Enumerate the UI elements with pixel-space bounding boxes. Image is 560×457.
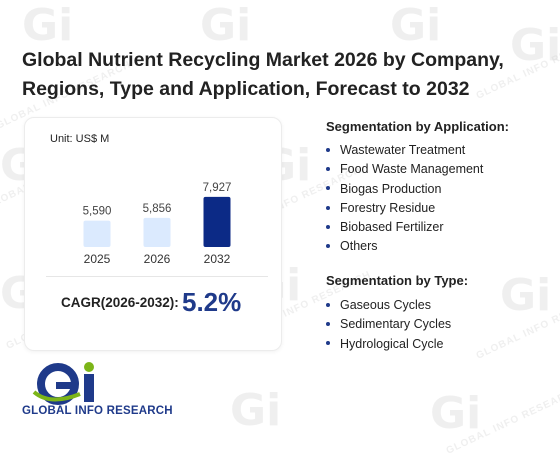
bar-2032 <box>203 196 231 247</box>
page-title: Global Nutrient Recycling Market 2026 by… <box>22 49 504 100</box>
global-info-research-logo-icon <box>32 362 106 405</box>
bullet-icon <box>326 302 330 307</box>
logo-text: GLOBAL INFO RESEARCH <box>22 405 173 417</box>
cagr-value: 5.2% <box>182 287 242 317</box>
bar-2026 <box>143 217 171 247</box>
segment-item: Hydrological Cycle <box>322 335 451 354</box>
watermark-logo-icon: Gi <box>390 0 442 51</box>
segment-item: Sedimentary Cycles <box>322 315 451 334</box>
bar-2025 <box>83 220 111 247</box>
bar-chart: 5,590 2025 5,856 2026 7,927 2032 <box>83 182 232 266</box>
segment-item: Biobased Fertilizer <box>322 218 483 237</box>
bullet-icon <box>326 186 330 191</box>
bullet-icon <box>326 147 330 152</box>
segment-item-label: Wastewater Treatment <box>340 143 466 157</box>
watermark-text: GLOBAL INFO RESEARCH <box>474 289 560 362</box>
card-divider <box>46 276 268 277</box>
segment-item: Gaseous Cycles <box>322 296 451 315</box>
segment-item: Forestry Residue <box>322 199 483 218</box>
segment-item-label: Gaseous Cycles <box>340 298 432 312</box>
watermark-logo-icon: Gi <box>22 0 74 51</box>
cagr-label: CAGR(2026-2032): <box>61 295 179 310</box>
unit-label: Unit: US$ M <box>50 133 110 145</box>
watermark-logo-icon: Gi <box>430 388 482 439</box>
watermark-logo-icon: Gi <box>230 385 282 436</box>
bullet-icon <box>326 341 330 346</box>
segment-item-label: Forestry Residue <box>340 200 436 215</box>
watermark-logo-icon: Gi <box>200 0 252 51</box>
type-segment-list: Gaseous Cycles Sedimentary Cycles Hydrolog… <box>322 296 451 354</box>
application-segment-title: Segmentation by Application: <box>326 119 509 134</box>
segment-item: Food Waste Management <box>322 160 483 179</box>
watermark-logo-icon: Gi <box>500 270 552 321</box>
bullet-icon <box>326 205 330 210</box>
segment-item-label: Food Waste Management <box>340 162 484 177</box>
category-tick-label: 2025 <box>84 252 111 266</box>
bar-value-label: 5,590 <box>83 206 112 218</box>
bullet-icon <box>326 322 330 326</box>
watermark-text: GLOBAL INFO RESEARCH <box>444 384 560 457</box>
bullet-icon <box>326 244 330 249</box>
segment-item-label: Sedimentary Cycles <box>340 317 452 332</box>
segment-item-label: Others <box>340 239 378 254</box>
segment-item: Biogas Production <box>322 180 483 199</box>
segment-item-label: Biobased Fertilizer <box>340 220 444 235</box>
bullet-icon <box>326 224 330 229</box>
application-segment-list: Wastewater Treatment Food Waste Managemen… <box>322 141 483 257</box>
type-segment-title: Segmentation by Type: <box>326 273 469 288</box>
segment-item-label: Hydrological Cycle <box>340 336 444 351</box>
segment-item: Others <box>322 237 483 256</box>
bar-value-label: 5,856 <box>143 203 172 215</box>
category-tick-label: 2032 <box>204 252 231 266</box>
bullet-icon <box>326 167 330 171</box>
bar-value-label: 7,927 <box>203 182 232 194</box>
segment-item: Wastewater Treatment <box>322 141 483 160</box>
segment-item-label: Biogas Production <box>340 181 442 196</box>
category-tick-label: 2026 <box>144 252 171 266</box>
